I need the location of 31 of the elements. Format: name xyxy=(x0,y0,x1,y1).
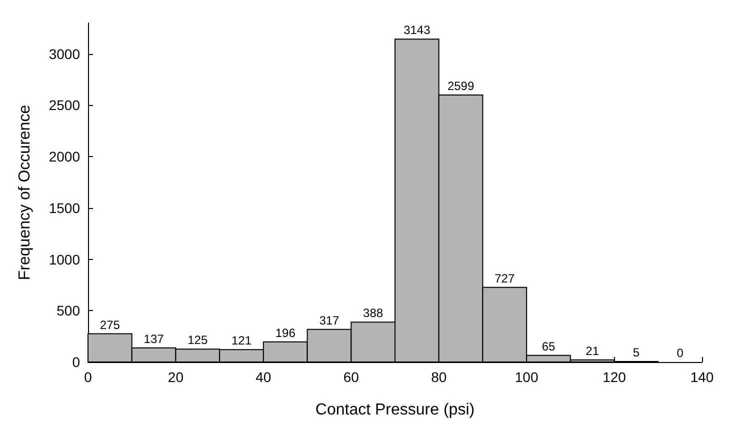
data-label: 317 xyxy=(319,313,340,328)
y-tick-label: 3000 xyxy=(48,46,80,62)
data-label: 65 xyxy=(542,339,556,354)
y-tick-label: 0 xyxy=(72,354,80,370)
data-label: 125 xyxy=(188,333,208,348)
x-tick-label: 60 xyxy=(343,369,360,385)
data-label: 388 xyxy=(363,306,384,320)
x-axis-title: Contact Pressure (psi) xyxy=(315,402,475,418)
x-tick-label: 40 xyxy=(256,369,272,385)
y-tick-label: 2500 xyxy=(48,97,80,114)
data-label: 137 xyxy=(144,332,164,346)
data-label: 727 xyxy=(494,271,515,286)
data-label: 5 xyxy=(632,345,640,360)
data-label: 0 xyxy=(676,346,684,360)
y-tick-label: 500 xyxy=(56,302,80,319)
data-label: 2599 xyxy=(447,79,474,94)
data-label: 275 xyxy=(100,318,120,332)
x-tick-label: 120 xyxy=(602,369,626,385)
x-tick-label: 140 xyxy=(690,369,714,385)
x-tick-label: 100 xyxy=(514,369,538,385)
data-label: 21 xyxy=(586,344,600,358)
data-label: 121 xyxy=(231,334,252,348)
y-tick-label: 1500 xyxy=(48,200,80,216)
y-tick-label: 1000 xyxy=(48,251,80,268)
data-label: 3143 xyxy=(404,23,431,38)
data-label: 196 xyxy=(275,326,296,340)
x-tick-label: 0 xyxy=(84,369,92,385)
y-tick-label: 2000 xyxy=(48,148,80,165)
x-tick-label: 20 xyxy=(168,369,184,385)
y-axis-title: Frequency of Occurence xyxy=(16,104,34,280)
x-tick-label: 80 xyxy=(431,369,447,385)
